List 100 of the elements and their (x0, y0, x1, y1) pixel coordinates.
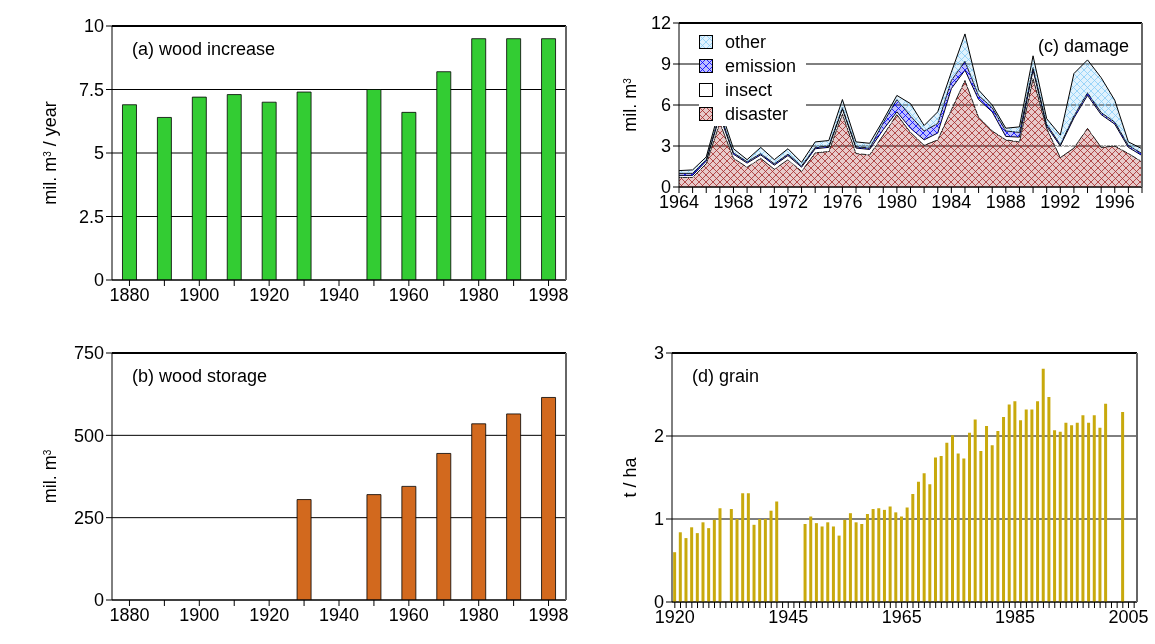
x-tick-label: 1900 (179, 284, 220, 305)
bar (684, 538, 688, 602)
bar (826, 522, 830, 602)
y-tick-label: 1 (653, 509, 664, 530)
bar (803, 523, 807, 602)
bar (820, 526, 824, 602)
y-tick-label: 0 (93, 590, 104, 611)
bar (888, 506, 892, 602)
bar (1092, 415, 1096, 602)
bar (854, 522, 858, 602)
bar (1030, 409, 1034, 602)
bar (1053, 430, 1057, 602)
bar (962, 458, 966, 602)
y-tick-label: 2 (653, 426, 664, 447)
x-tick-label: 1972 (767, 191, 808, 212)
bar (814, 523, 818, 602)
x-tick-label: 1920 (249, 604, 290, 625)
bar (899, 516, 903, 602)
bar (939, 455, 943, 602)
y-tick-label: 500 (73, 425, 104, 446)
bar (673, 552, 677, 602)
bar (1036, 401, 1040, 602)
bar (945, 442, 949, 602)
text: (c) damage (1037, 36, 1129, 57)
x-tick-label: 1960 (388, 604, 429, 625)
y-tick-label: 750 (73, 343, 104, 364)
x-tick-label: 1980 (458, 284, 499, 305)
x-tick-label: 1984 (931, 191, 972, 212)
bar (701, 522, 705, 602)
bar (1041, 368, 1045, 602)
bar (877, 508, 881, 602)
bar (1098, 427, 1102, 602)
bar (922, 473, 926, 602)
x-tick-label: 1968 (713, 191, 754, 212)
x-tick-label: 1976 (822, 191, 863, 212)
bar (905, 507, 909, 602)
y-tick-label: 3 (653, 343, 664, 364)
x-tick-label: 1960 (388, 284, 429, 305)
bar (1024, 409, 1028, 602)
bar (865, 514, 869, 602)
y-tick-label: 2.5 (78, 206, 104, 227)
bar (860, 523, 864, 602)
x-tick-label: 2005 (1108, 606, 1149, 627)
bar (928, 484, 932, 602)
y-tick-label: 6 (660, 95, 671, 116)
bar (1121, 411, 1125, 602)
bar (1075, 422, 1079, 602)
text: (a) wood increase (132, 39, 276, 60)
bar (695, 533, 699, 602)
bar (894, 512, 898, 602)
bar (1047, 396, 1051, 602)
bar (752, 524, 756, 602)
bar (882, 509, 886, 602)
x-tick-label: 1940 (318, 284, 360, 305)
bar (848, 513, 852, 602)
bar (809, 516, 813, 602)
bar (769, 510, 773, 602)
x-tick-label: 1996 (1094, 191, 1135, 212)
bar (678, 532, 682, 602)
bar (843, 519, 847, 602)
bar (951, 435, 954, 602)
bar (871, 509, 875, 602)
bar (1064, 422, 1068, 602)
y-tick-label: 12 (650, 13, 671, 34)
bar (1058, 431, 1062, 602)
x-tick-label: 1985 (995, 606, 1036, 627)
bar (1081, 415, 1085, 602)
bar (712, 519, 716, 602)
bar (979, 450, 983, 602)
bar (741, 493, 745, 602)
text: (b) wood storage (132, 366, 268, 387)
legend-label: insect (725, 79, 773, 102)
bar (1002, 416, 1006, 602)
legend-label: other (725, 31, 767, 54)
bar (1019, 420, 1023, 602)
bar (916, 481, 920, 602)
legend-label: disaster (725, 103, 789, 126)
y-axis-title: t / ha (620, 456, 640, 498)
bar (1013, 401, 1017, 602)
bar (1087, 422, 1091, 602)
bar (933, 457, 937, 602)
y-tick-label: 250 (73, 508, 104, 529)
text: (d) grain (692, 366, 760, 387)
x-tick-label: 1980 (458, 604, 499, 625)
x-tick-label: 1980 (876, 191, 917, 212)
x-tick-label: 1940 (318, 604, 360, 625)
bar (718, 508, 722, 602)
x-tick-label: 1965 (881, 606, 922, 627)
bar (775, 501, 779, 602)
bar (1007, 404, 1011, 602)
y-tick-label: 10 (83, 16, 104, 37)
bar (729, 509, 733, 602)
x-tick-label: 1880 (109, 604, 150, 625)
y-tick-label: 7.5 (78, 79, 104, 100)
legend-label: emission (725, 55, 797, 78)
bar (1104, 403, 1108, 602)
x-tick-label: 1998 (528, 604, 569, 625)
bar (985, 426, 989, 602)
y-tick-label: 9 (660, 54, 671, 75)
bar (996, 431, 1000, 602)
